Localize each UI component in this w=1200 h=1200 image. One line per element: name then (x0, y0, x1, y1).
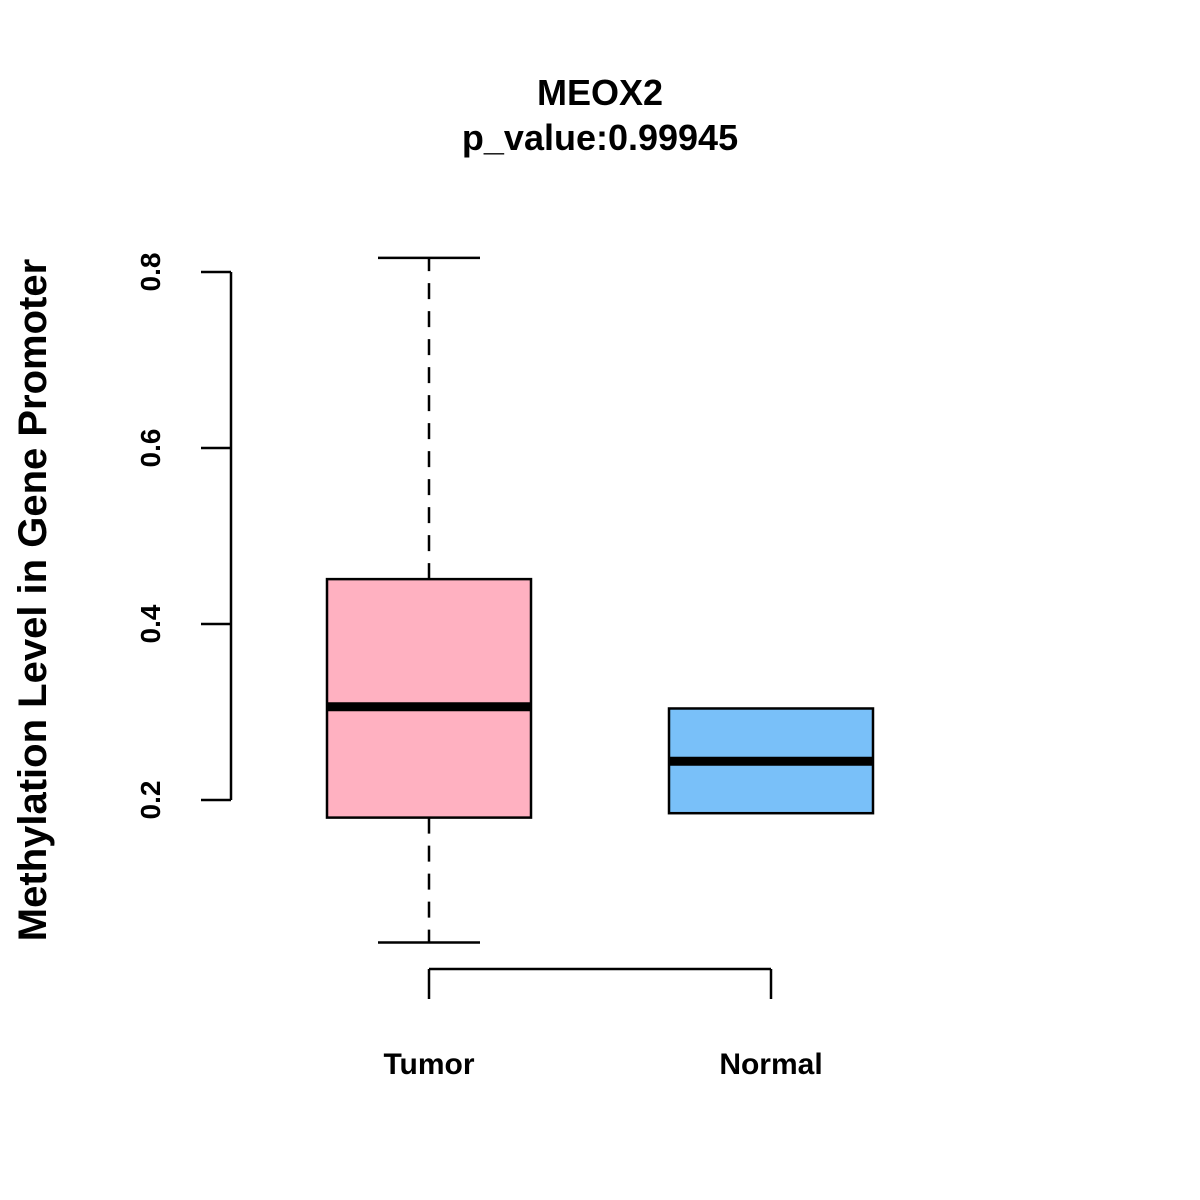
box-tumor (325, 256, 533, 944)
x-tick-label-tumor: Tumor (383, 1048, 474, 1081)
x-tick-label-normal: Normal (719, 1048, 822, 1081)
box-rect-tumor (325, 577, 533, 819)
chart-title: MEOX2 (537, 72, 663, 113)
box-normal (667, 707, 875, 815)
chart-subtitle: p_value:0.99945 (462, 117, 738, 158)
boxes (325, 256, 875, 944)
y-tick-label-0.2: 0.2 (135, 781, 166, 820)
y-tick-label-0.4: 0.4 (135, 604, 166, 643)
x-axis: Tumor Normal (383, 967, 823, 1081)
y-axis: 0.2 0.4 0.6 0.8 (135, 253, 233, 820)
y-tick-label-0.8: 0.8 (135, 253, 166, 292)
y-axis-label: Methylation Level in Gene Promoter (11, 259, 55, 941)
y-tick-label-0.6: 0.6 (135, 429, 166, 468)
